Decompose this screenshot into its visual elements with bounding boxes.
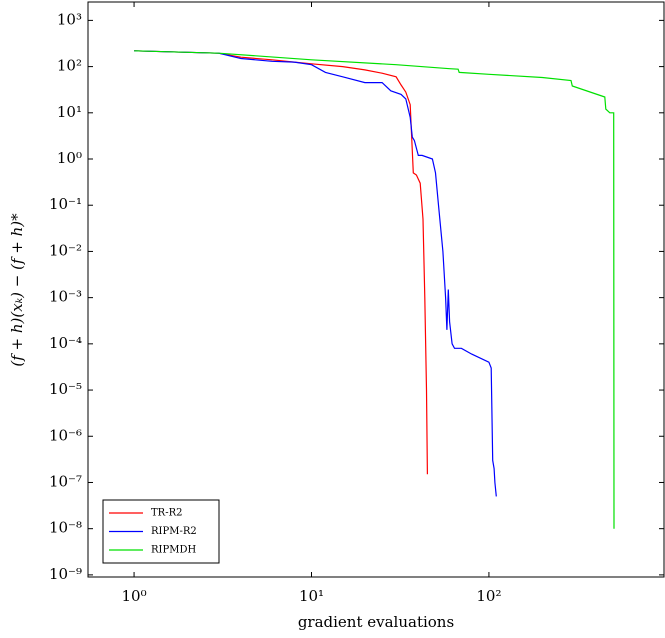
y-tick-label: 10⁻⁵ [49,380,82,398]
legend-label: RIPMDH [151,545,196,556]
y-tick-label: 10¹ [57,103,82,121]
x-tick-label: 10⁰ [122,587,147,605]
plot-frame [87,1,665,578]
series-line [134,50,428,475]
x-tick-label: 10¹ [299,587,324,605]
x-axis-label: gradient evaluations [298,613,454,631]
y-tick-label: 10⁰ [57,149,82,167]
y-tick-label: 10⁻⁷ [49,472,82,490]
legend: TR-R2 RIPM-R2 RIPMDH [102,499,220,564]
y-tick-label: 10⁻⁶ [49,426,82,444]
legend-label: RIPM-R2 [151,526,197,537]
y-tick-label: 10³ [57,10,82,28]
y-tick-label: 10⁻⁴ [49,334,82,352]
series-line [134,50,615,529]
x-tick-label: 10² [476,587,501,605]
y-tick-label: 10⁻⁹ [49,565,82,583]
y-tick-label: 10⁻² [49,241,82,259]
y-axis-label: (f + h)(xₖ) − (f + h)* [8,213,26,367]
series-line [134,50,497,497]
legend-label: TR-R2 [151,508,182,519]
y-tick-label: 10⁻⁸ [49,519,82,537]
y-tick-label: 10⁻³ [49,288,82,306]
y-tick-label: 10⁻¹ [49,195,82,213]
y-tick-label: 10² [57,57,82,75]
